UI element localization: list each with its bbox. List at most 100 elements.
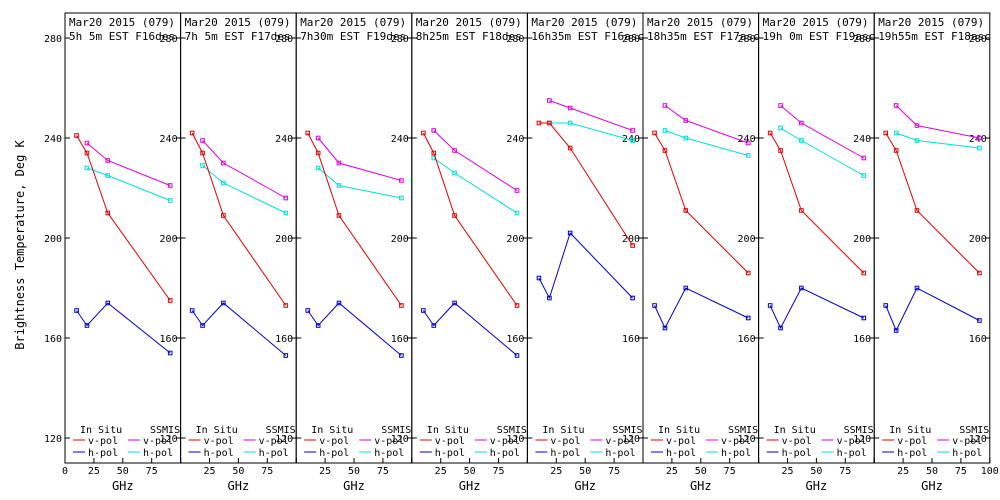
y-tick-label: 120 xyxy=(160,434,178,445)
ssmis-hpol-point xyxy=(399,195,404,201)
ssmis-vpol-point xyxy=(893,103,899,108)
panel-title-date: Mar20 2015 (079) xyxy=(763,16,869,29)
insitu-vpol-point xyxy=(514,303,520,308)
insitu-vpol-point xyxy=(200,150,205,156)
ssmis-hpol-point xyxy=(745,153,751,158)
ssmis-vpol-point xyxy=(799,120,804,126)
ssmis-hpol-point xyxy=(799,138,804,143)
ssmis-vpol-point xyxy=(221,160,226,166)
insitu-hpol-line xyxy=(769,287,865,330)
y-tick-label: 200 xyxy=(622,234,640,245)
insitu-vpol-point xyxy=(799,208,804,213)
ssmis-hpol-point xyxy=(861,173,867,178)
insitu-vpol-point xyxy=(662,148,668,153)
ssmis-hpol-line xyxy=(780,127,865,176)
insitu-hpol-point xyxy=(221,300,226,306)
y-tick-label: 160 xyxy=(391,334,409,345)
insitu-hpol-line xyxy=(885,287,980,332)
ssmis-vpol-point xyxy=(167,183,173,188)
ssmis-vpol-point xyxy=(336,160,342,166)
y-tick-label: 200 xyxy=(275,234,293,245)
insitu-hpol-line xyxy=(191,302,287,356)
insitu-hpol-point xyxy=(662,325,668,331)
insitu-hpol-point xyxy=(452,300,457,306)
y-tick-label: 160 xyxy=(622,334,640,345)
ssmis-hpol-point xyxy=(567,120,573,126)
y-tick-label: 120 xyxy=(391,434,409,445)
legend-in-situ-label: In Situ xyxy=(311,425,353,436)
ssmis-vpol-point xyxy=(977,135,982,141)
insitu-vpol-line xyxy=(307,132,402,306)
panel-title-time: 7h30m EST F19des xyxy=(300,30,406,43)
x-tick-label: 0 xyxy=(62,466,68,477)
x-axis-label: GHz xyxy=(459,479,481,493)
ssmis-vpol-point xyxy=(547,98,552,103)
insitu-vpol-point xyxy=(630,243,635,248)
ssmis-vpol-point xyxy=(914,123,920,128)
insitu-vpol-point xyxy=(336,213,342,218)
legend-insitu-hpol-label: h-pol xyxy=(204,448,234,459)
insitu-hpol-point xyxy=(74,308,79,313)
panel-title-time: 19h55m EST F18asc xyxy=(878,30,991,43)
insitu-hpol-point xyxy=(547,295,552,301)
legend-insitu-vpol-label: v-pol xyxy=(666,436,696,447)
x-tick-label: 75 xyxy=(492,466,504,477)
insitu-hpol-line xyxy=(307,302,402,356)
y-axis-label-group: Brightness Temperature, Deg K xyxy=(13,139,27,349)
y-tick-label: 120 xyxy=(738,434,756,445)
x-tick-label: 75 xyxy=(724,466,736,477)
x-axis-label: GHz xyxy=(343,479,365,493)
insitu-vpol-point xyxy=(914,208,920,213)
ssmis-hpol-line xyxy=(549,122,633,141)
insitu-vpol-point xyxy=(399,303,404,308)
y-tick-label: 240 xyxy=(738,134,756,145)
insitu-vpol-line xyxy=(76,135,171,301)
x-tick-label: 50 xyxy=(117,466,129,477)
ssmis-vpol-point xyxy=(315,135,321,141)
panel-title-date: Mar20 2015 (079) xyxy=(416,16,522,29)
x-tick-label: 25 xyxy=(203,466,215,477)
ssmis-vpol-line xyxy=(780,105,865,159)
ssmis-vpol-point xyxy=(399,178,404,183)
y-tick-label: 120 xyxy=(853,434,871,445)
legend-ssmis-hpol-label: h-pol xyxy=(721,448,751,459)
legend-in-situ-label: In Situ xyxy=(889,425,931,436)
insitu-hpol-point xyxy=(167,350,173,356)
x-tick-label: 50 xyxy=(464,466,476,477)
y-tick-label: 240 xyxy=(275,134,293,145)
x-tick-label: 25 xyxy=(897,466,909,477)
legend-ssmis-label: SSMIS xyxy=(959,425,989,436)
insitu-vpol-point xyxy=(105,210,111,216)
legend-insitu-hpol-label: h-pol xyxy=(897,448,927,459)
insitu-vpol-point xyxy=(421,130,426,136)
insitu-hpol-point xyxy=(861,315,867,321)
y-tick-label: 160 xyxy=(275,334,293,345)
ssmis-hpol-point xyxy=(221,180,226,186)
insitu-vpol-point xyxy=(547,120,552,126)
y-tick-label-left: 240 xyxy=(44,134,62,145)
ssmis-vpol-point xyxy=(84,140,90,146)
y-tick-label: 280 xyxy=(160,34,178,45)
insitu-hpol-point xyxy=(683,285,689,291)
y-tick-label: 120 xyxy=(506,434,524,445)
y-tick-label: 240 xyxy=(506,134,524,145)
y-tick-label: 200 xyxy=(391,234,409,245)
insitu-vpol-point xyxy=(431,150,437,156)
ssmis-vpol-line xyxy=(202,140,287,199)
ssmis-vpol-point xyxy=(452,148,457,153)
ssmis-hpol-point xyxy=(452,170,457,176)
x-tick-label: 50 xyxy=(695,466,707,477)
x-axis-label: GHz xyxy=(690,479,712,493)
insitu-hpol-point xyxy=(778,325,783,331)
ssmis-vpol-point xyxy=(567,105,573,111)
legend-ssmis-hpol-label: h-pol xyxy=(837,448,867,459)
x-tick-label: 50 xyxy=(810,466,822,477)
insitu-vpol-point xyxy=(883,130,889,136)
x-tick-label: 25 xyxy=(88,466,100,477)
y-tick-label: 160 xyxy=(160,334,178,345)
y-tick-label: 160 xyxy=(738,334,756,345)
y-axis-label: Brightness Temperature, Deg K xyxy=(13,139,27,349)
legend-ssmis-vpol-label: v-pol xyxy=(143,436,173,447)
panel-title-time: 8h25m EST F18des xyxy=(416,30,522,43)
x-tick-label: 75 xyxy=(839,466,851,477)
